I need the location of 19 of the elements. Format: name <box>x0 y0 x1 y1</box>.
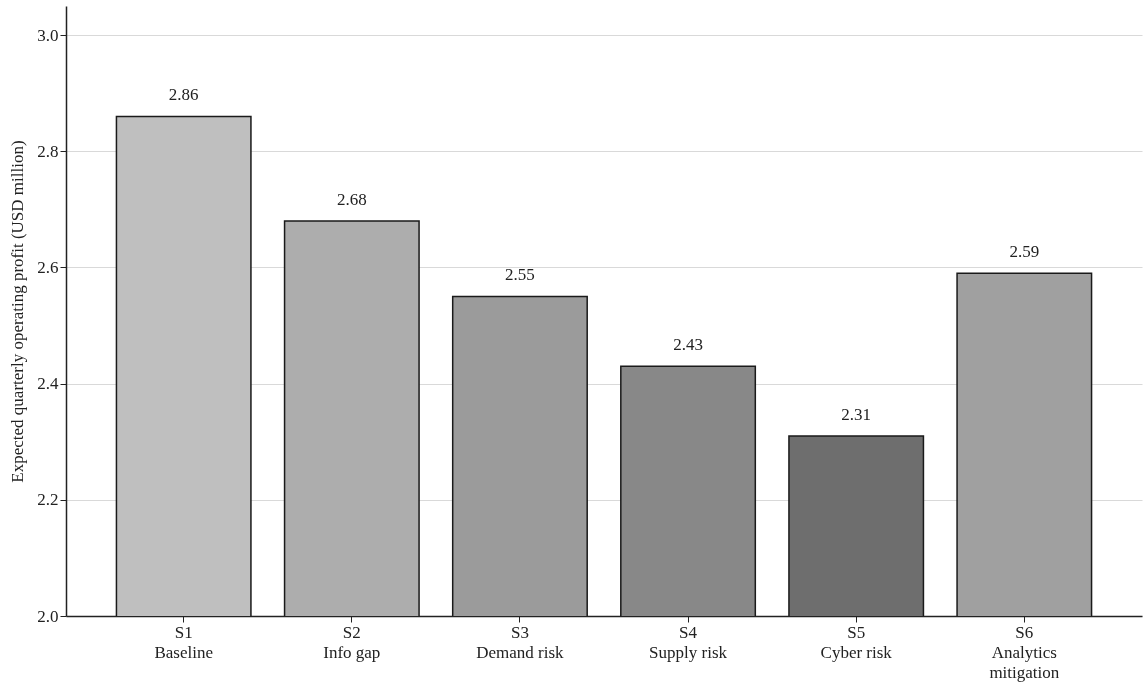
y-tick-label: 2.2 <box>37 490 59 510</box>
data-label: 2.68 <box>336 189 367 209</box>
data-label: 2.59 <box>1009 242 1040 262</box>
y-axis-title: Expected quarterly operating profit (USD million) <box>8 140 28 483</box>
y-tick-label: 2.0 <box>37 606 59 626</box>
x-tick-label: S2 Info gap <box>323 622 381 662</box>
x-tick-label: S5 Cyber risk <box>820 622 893 662</box>
x-tick-label: S4 Supply risk <box>649 622 728 662</box>
data-label: 2.86 <box>168 85 199 105</box>
x-tick-label: S1 Baseline <box>154 622 213 662</box>
y-tick-label: 2.8 <box>37 141 59 161</box>
y-tick-label: 2.6 <box>37 257 59 277</box>
x-tick-label: S3 Demand risk <box>476 622 565 662</box>
data-label: 2.31 <box>841 404 872 424</box>
y-tick-label: 2.4 <box>37 374 59 394</box>
x-tick-label: S6 Analytics mitigation <box>989 622 1060 682</box>
data-label: 2.55 <box>505 265 535 285</box>
y-tick-label: 3.0 <box>37 25 59 45</box>
data-label: 2.43 <box>673 335 703 355</box>
